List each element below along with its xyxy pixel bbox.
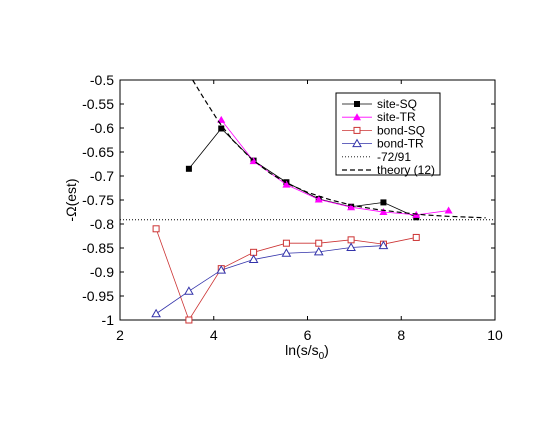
legend-entry: site-SQ — [342, 97, 417, 111]
legend-marker — [353, 126, 361, 134]
x-tick-label: 10 — [487, 327, 503, 343]
data-point — [218, 125, 225, 132]
y-axis-label: -Ω(est) — [63, 178, 79, 221]
legend-box — [335, 92, 441, 176]
legend-label: theory (12) — [377, 163, 435, 177]
data-point — [152, 225, 160, 233]
data-point — [314, 195, 323, 203]
y-tick-label: -0.9 — [90, 264, 114, 280]
data-point — [412, 233, 420, 241]
data-point — [282, 239, 290, 247]
data-point — [347, 203, 356, 211]
y-tick-label: -0.95 — [82, 288, 114, 304]
data-point — [378, 240, 389, 250]
legend: site-SQsite-TRbond-SQbond-TR-72/91theory… — [335, 92, 441, 177]
data-point — [185, 165, 192, 172]
data-point — [313, 246, 324, 256]
data-point — [379, 208, 388, 215]
data-point — [380, 199, 387, 206]
y-tick-label: -0.6 — [90, 120, 114, 136]
series-3 — [151, 240, 389, 318]
data-point — [347, 236, 355, 244]
x-tick-label: 6 — [304, 327, 312, 343]
data-point — [346, 242, 356, 252]
series-line — [188, 127, 417, 218]
data-point — [185, 316, 193, 324]
legend-marker — [352, 138, 362, 148]
x-tick-label: 2 — [116, 327, 124, 343]
x-tick-label: 4 — [210, 327, 218, 343]
x-axis-label-main: ln(s/s — [285, 342, 318, 358]
data-point — [151, 308, 161, 318]
y-tick-label: -0.8 — [90, 216, 114, 232]
legend-marker — [353, 113, 361, 121]
legend-label: bond-TR — [377, 137, 424, 151]
y-tick-label: -0.75 — [82, 192, 114, 208]
data-point — [184, 286, 194, 295]
legend-label: bond-SQ — [377, 123, 425, 137]
data-point — [282, 180, 291, 188]
legend-marker — [354, 101, 360, 107]
legend-entry: bond-TR — [342, 137, 424, 151]
data-point — [217, 115, 226, 123]
x-axis-label: ln(s/s0) — [285, 342, 329, 362]
y-tick-label: -0.65 — [82, 144, 114, 160]
x-tick-label: 8 — [397, 327, 405, 343]
legend-entry: bond-SQ — [342, 123, 425, 137]
data-point — [281, 248, 292, 257]
legend-entry: theory (12) — [342, 163, 435, 177]
legend-label: site-SQ — [377, 97, 417, 111]
legend-entry: site-TR — [342, 110, 416, 124]
ticks: -1 -0.95 -0.9 -0.85 -0.8 -0.75 -0.7 -0.65 -0.6 -0… — [82, 72, 503, 343]
series-layer — [120, 79, 495, 324]
data-point — [444, 206, 453, 214]
data-point — [248, 254, 259, 264]
data-point — [315, 239, 323, 247]
y-tick-label: -0.7 — [90, 168, 114, 184]
y-tick-label: -1 — [102, 312, 115, 328]
series-line — [155, 245, 384, 315]
legend-entry: -72/91 — [342, 150, 411, 164]
data-point — [250, 248, 258, 256]
legend-label: site-TR — [377, 110, 416, 124]
x-axis-label-end: ) — [324, 342, 329, 358]
series-line — [192, 79, 486, 219]
y-tick-label: -0.85 — [82, 240, 114, 256]
y-tick-label: -0.5 — [90, 72, 114, 88]
series-5 — [192, 79, 486, 219]
legend-label: -72/91 — [377, 150, 411, 164]
y-tick-label: -0.55 — [82, 96, 114, 112]
x-axis-label-sub: 0 — [319, 351, 325, 362]
series-2 — [152, 225, 420, 324]
data-point — [216, 265, 227, 274]
